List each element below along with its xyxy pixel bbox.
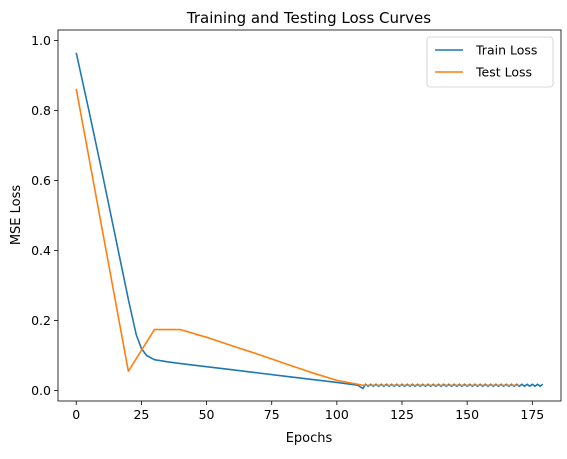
y-tick-label: 0.2	[31, 313, 51, 328]
ticks-layer: 0 25 50 75 100 125 150 175 0.0 0.2 0.4 0.6 0.8 1.0	[31, 33, 544, 422]
y-tick-label: 0.4	[31, 243, 51, 258]
x-tick-label: 75	[264, 407, 280, 422]
x-axis-label: Epochs	[286, 431, 333, 446]
y-tick-label: 0.8	[31, 103, 51, 118]
legend: Train Loss Test Loss	[426, 36, 554, 88]
x-tick-label: 125	[390, 407, 414, 422]
series-layer	[75, 52, 544, 390]
plot-frame	[57, 29, 562, 402]
x-tick-label: 50	[199, 407, 215, 422]
x-tick-label: 100	[325, 407, 349, 422]
series-line-train-loss	[75, 52, 544, 390]
legend-label-train-loss: Train Loss	[475, 43, 537, 58]
y-axis-label: MSE Loss	[9, 185, 24, 246]
x-tick-label: 175	[520, 407, 544, 422]
y-tick-label: 1.0	[31, 33, 51, 48]
x-tick-label: 25	[133, 407, 149, 422]
chart-title: Training and Testing Loss Curves	[186, 9, 431, 27]
legend-label-test-loss: Test Loss	[475, 65, 532, 80]
y-tick-label: 0.6	[31, 173, 51, 188]
y-tick-label: 0.0	[31, 383, 51, 398]
x-tick-label: 150	[455, 407, 479, 422]
x-tick-label: 0	[72, 407, 80, 422]
series-line-test-loss	[75, 88, 520, 387]
